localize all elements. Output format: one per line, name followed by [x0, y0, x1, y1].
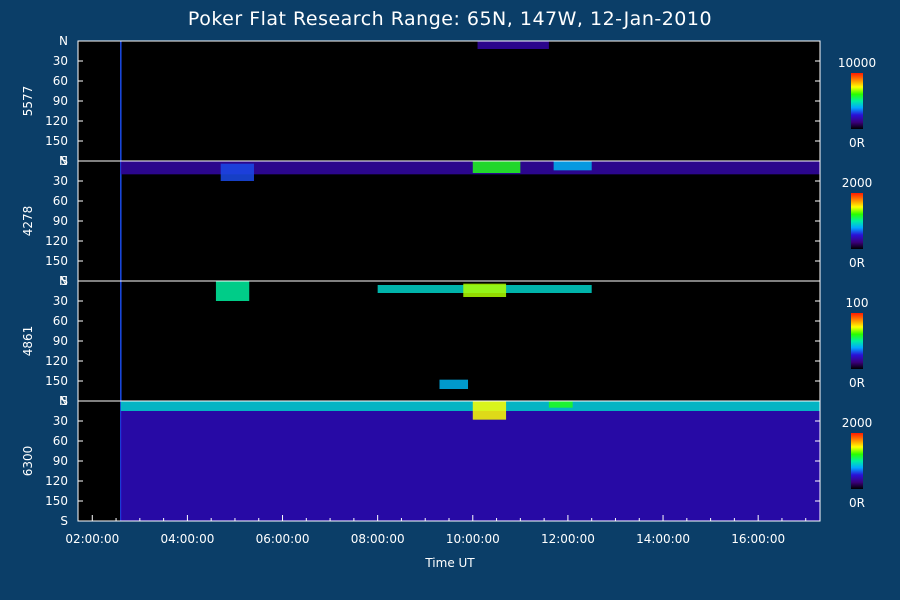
x-tick-label: 16:00:00: [731, 532, 785, 546]
x-tick-label: 06:00:00: [256, 532, 310, 546]
emission-feature: [220, 163, 254, 181]
colorbar-min-label: 0R: [849, 136, 865, 150]
y-tick-label: 60: [53, 194, 68, 208]
x-tick-label: 08:00:00: [351, 532, 405, 546]
y-tick-label: 90: [53, 334, 68, 348]
y-tick-label: 60: [53, 314, 68, 328]
y-tick-label: 60: [53, 74, 68, 88]
y-tick-label: 150: [45, 494, 68, 508]
y-tick-label: N: [59, 34, 68, 48]
colorbar: [851, 73, 863, 129]
colorbar-max-label: 2000: [842, 176, 873, 190]
colorbar-min-label: 0R: [849, 256, 865, 270]
x-tick-label: 14:00:00: [636, 532, 690, 546]
y-tick-label: 90: [53, 454, 68, 468]
panel-ylabel: 5577: [21, 86, 35, 117]
colorbar-min-label: 0R: [849, 496, 865, 510]
y-tick-label: 120: [45, 114, 68, 128]
emission-feature: [472, 401, 507, 420]
emission-feature: [120, 161, 821, 175]
y-tick-label: 150: [45, 134, 68, 148]
y-tick-label: S: [60, 274, 68, 288]
y-tick-label: 120: [45, 354, 68, 368]
y-tick-label: 120: [45, 474, 68, 488]
panel-background: [78, 161, 820, 281]
y-tick-label: 30: [53, 174, 68, 188]
panel-background: [78, 41, 820, 161]
x-tick-label: 02:00:00: [65, 532, 119, 546]
panel-ylabel: 4861: [21, 326, 35, 357]
x-tick-label: 12:00:00: [541, 532, 595, 546]
emission-feature: [439, 379, 469, 389]
y-tick-label: S: [60, 394, 68, 408]
y-tick-label: N: [59, 394, 68, 408]
colorbar: [851, 193, 863, 249]
emission-feature: [463, 283, 507, 297]
colorbar-max-label: 100: [846, 296, 869, 310]
colorbar-min-label: 0R: [849, 376, 865, 390]
x-axis-label: Time UT: [425, 556, 475, 570]
colorbar-max-label: 2000: [842, 416, 873, 430]
colorbar: [851, 433, 863, 489]
y-tick-label: N: [59, 274, 68, 288]
emission-feature: [477, 41, 549, 49]
panel-5577: N 30 60 90 120 150 S 5577 10000 0R: [21, 34, 876, 168]
emission-feature: [215, 281, 250, 301]
emission-feature: [120, 401, 821, 521]
y-tick-label: 30: [53, 414, 68, 428]
y-tick-label: 150: [45, 374, 68, 388]
y-tick-label: S: [60, 514, 68, 528]
y-tick-label: 30: [53, 54, 68, 68]
chart-title: Poker Flat Research Range: 65N, 147W, 12…: [187, 8, 713, 30]
y-tick-label: 60: [53, 434, 68, 448]
y-tick-label: 90: [53, 214, 68, 228]
y-tick-label: 30: [53, 294, 68, 308]
panel-6300: N 30 60 90 120 150 S 6300 2000 0R: [21, 394, 872, 528]
panel-4278: N 30 60 90 120 150 S 4278 2000 0R: [21, 154, 872, 288]
panel-ylabel: 6300: [21, 446, 35, 477]
emission-feature: [472, 161, 521, 173]
emission-feature: [548, 401, 573, 408]
y-tick-label: N: [59, 154, 68, 168]
x-tick-label: 10:00:00: [446, 532, 500, 546]
panel-ylabel: 4278: [21, 206, 35, 237]
emission-feature: [553, 161, 592, 171]
y-tick-label: 90: [53, 94, 68, 108]
panel-4861: N 30 60 90 120 150 S 4861 100 0R: [21, 274, 868, 408]
colorbar: [851, 313, 863, 369]
y-tick-label: 150: [45, 254, 68, 268]
y-tick-label: 120: [45, 234, 68, 248]
emission-feature: [120, 401, 821, 411]
x-tick-label: 04:00:00: [160, 532, 214, 546]
colorbar-max-label: 10000: [838, 56, 876, 70]
y-tick-label: S: [60, 154, 68, 168]
